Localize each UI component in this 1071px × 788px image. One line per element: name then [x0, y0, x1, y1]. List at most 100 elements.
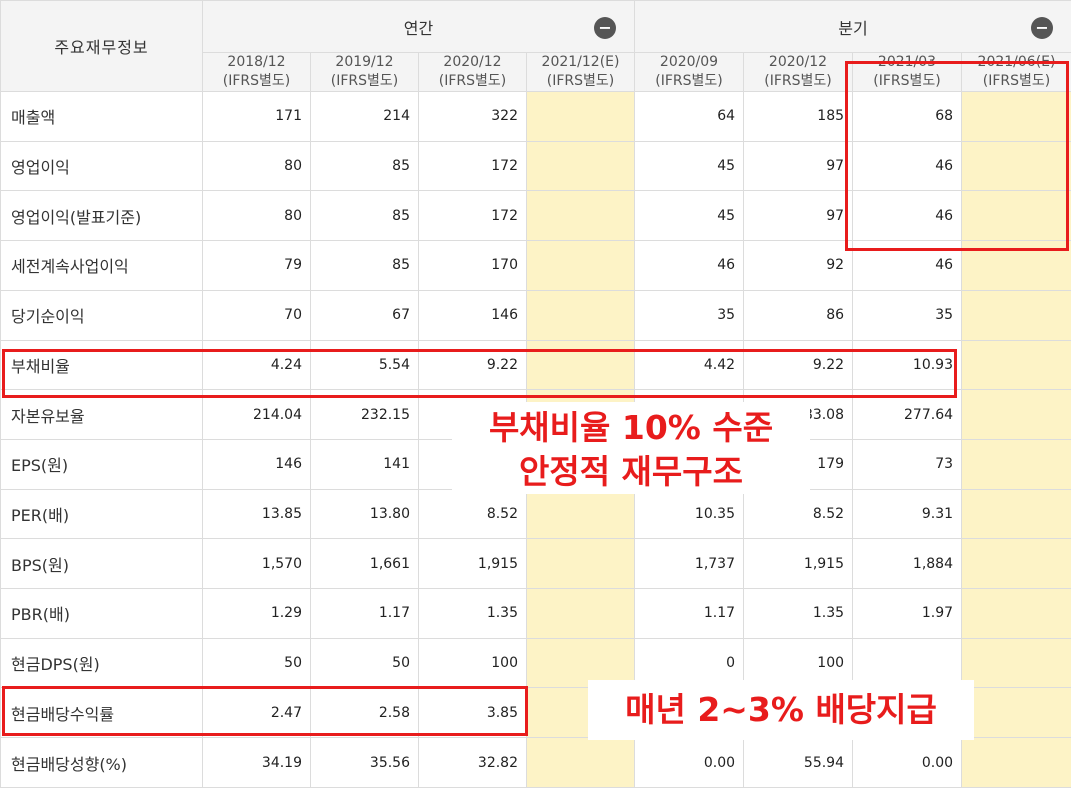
estimate-cell: [961, 737, 1071, 788]
value-cell: 2.58: [310, 687, 419, 739]
row-label: PER(배): [0, 488, 203, 540]
dividend-callout: 매년 2~3% 배당지급: [588, 680, 974, 740]
value-cell: 80: [202, 190, 311, 242]
value-cell: 35: [852, 289, 963, 341]
value-cell: 85: [310, 140, 419, 192]
period-date: 2021/12(E): [541, 54, 620, 70]
value-cell: 146: [202, 438, 311, 490]
row-label: 현금배당수익률: [0, 687, 203, 739]
value-cell: 73: [852, 438, 963, 490]
value-cell: 13.80: [310, 488, 419, 540]
period-basis: (IFRS별도): [438, 73, 507, 89]
value-cell: 9.22: [743, 339, 854, 391]
period-basis: (IFRS별도): [222, 73, 291, 89]
period-basis: (IFRS별도): [330, 73, 399, 89]
quarter-highlight-box: [845, 61, 1069, 251]
period-date: 2018/12: [227, 54, 286, 70]
value-cell: 86: [743, 289, 854, 341]
estimate-cell: [961, 91, 1071, 142]
period-header: 2020/12 (IFRS별도): [743, 52, 854, 92]
period-date: 2020/12: [443, 54, 502, 70]
value-cell: 9.31: [852, 488, 963, 540]
value-cell: 170: [418, 240, 527, 291]
estimate-cell: [961, 488, 1071, 540]
period-date: 2020/12: [768, 54, 828, 70]
row-label: 영업이익: [0, 140, 203, 192]
value-cell: 4.42: [634, 339, 745, 391]
value-cell: 1.35: [743, 588, 854, 639]
value-cell: 55.94: [743, 737, 854, 788]
value-cell: 92: [743, 240, 854, 291]
estimate-cell: [961, 687, 1071, 739]
estimate-cell: [961, 389, 1071, 440]
table-row: 영업이익 80 85 172 45 97 46: [0, 140, 1071, 192]
value-cell: 64: [634, 91, 745, 142]
estimate-cell: [961, 140, 1071, 192]
estimate-cell: [961, 190, 1071, 242]
debt-ratio-callout: 부채비율 10% 수준 안정적 재무구조: [452, 402, 810, 494]
value-cell: 85: [310, 240, 419, 291]
value-cell: 8.52: [743, 488, 854, 540]
value-cell: 45: [634, 140, 745, 192]
value-cell: 214: [310, 91, 419, 142]
corner-header: 주요재무정보: [0, 0, 203, 92]
row-label: 현금배당성향(%): [0, 737, 203, 788]
annual-group-header: 연간 −: [201, 0, 636, 53]
row-label: 당기순이익: [0, 289, 203, 341]
value-cell: 46: [852, 140, 963, 192]
estimate-cell: [525, 91, 636, 142]
estimate-cell: [525, 737, 636, 788]
value-cell: 9.22: [418, 339, 527, 391]
table-row: 매출액 171 214 322 64 185 68: [0, 91, 1071, 142]
value-cell: 1,915: [418, 538, 527, 590]
value-cell: 0.00: [852, 737, 963, 788]
value-cell: 80: [202, 140, 311, 192]
collapse-annual-icon[interactable]: −: [594, 17, 617, 39]
value-cell: 141: [310, 438, 419, 490]
value-cell: 171: [202, 91, 311, 142]
value-cell: 5.54: [310, 339, 419, 391]
value-cell: 97: [743, 140, 854, 192]
estimate-cell: [961, 588, 1071, 639]
period-date: 2019/12: [335, 54, 394, 70]
value-cell: 1.35: [418, 588, 527, 639]
estimate-cell: [961, 289, 1071, 341]
estimate-cell: [525, 140, 636, 192]
value-cell: 0.00: [634, 737, 745, 788]
value-cell: [852, 637, 963, 689]
estimate-cell: [525, 339, 636, 391]
period-basis: (IFRS별도): [546, 73, 615, 89]
collapse-quarterly-icon[interactable]: −: [1031, 17, 1054, 39]
value-cell: 1,915: [743, 538, 854, 590]
period-basis: (IFRS별도): [764, 73, 832, 89]
value-cell: 32.82: [418, 737, 527, 788]
table-row: PER(배) 13.85 13.80 8.52 10.35 8.52 9.31: [0, 488, 1071, 540]
estimate-cell: [525, 190, 636, 242]
table-row: 부채비율 4.24 5.54 9.22 4.42 9.22 10.93: [0, 339, 1071, 391]
value-cell: 172: [418, 140, 527, 192]
row-label: BPS(원): [0, 538, 203, 590]
quarterly-group-label: 분기: [838, 18, 868, 38]
value-cell: 85: [310, 190, 419, 242]
value-cell: 45: [634, 190, 745, 242]
value-cell: 1,570: [202, 538, 311, 590]
value-cell: 46: [634, 240, 745, 291]
value-cell: 4.24: [202, 339, 311, 391]
period-header: 2021/03 (IFRS별도): [852, 52, 963, 92]
value-cell: 100: [418, 637, 527, 689]
value-cell: 13.85: [202, 488, 311, 540]
estimate-cell: [961, 339, 1071, 391]
period-header: 2021/12(E) (IFRS별도): [525, 52, 636, 92]
period-header: 2020/12 (IFRS별도): [418, 52, 527, 92]
value-cell: 35.56: [310, 737, 419, 788]
value-cell: 1,661: [310, 538, 419, 590]
value-cell: 172: [418, 190, 527, 242]
debt-ratio-highlight-box: [2, 349, 957, 398]
value-cell: 68: [852, 91, 963, 142]
value-cell: 185: [743, 91, 854, 142]
row-label: EPS(원): [0, 438, 203, 490]
value-cell: 1,884: [852, 538, 963, 590]
debt-callout-line2: 안정적 재무구조: [518, 452, 743, 491]
